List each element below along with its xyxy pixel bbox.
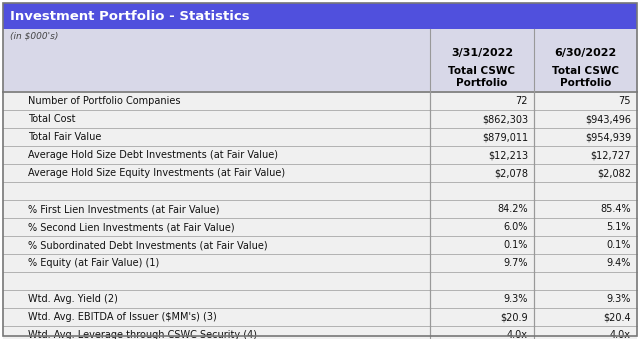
Text: $2,078: $2,078: [494, 168, 528, 178]
Text: Investment Portfolio - Statistics: Investment Portfolio - Statistics: [10, 9, 250, 22]
Text: Number of Portfolio Companies: Number of Portfolio Companies: [28, 96, 180, 106]
Text: $12,727: $12,727: [591, 150, 631, 160]
Text: 9.3%: 9.3%: [504, 294, 528, 304]
Bar: [3, 92, 637, 339]
Text: 75: 75: [618, 96, 631, 106]
Text: $20.4: $20.4: [604, 312, 631, 322]
Bar: [3, 44, 637, 62]
Text: $12,213: $12,213: [488, 150, 528, 160]
Text: Wtd. Avg. Leverage through CSWC Security (4): Wtd. Avg. Leverage through CSWC Security…: [28, 330, 257, 339]
Text: 72: 72: [515, 96, 528, 106]
Text: Wtd. Avg. Yield (2): Wtd. Avg. Yield (2): [28, 294, 118, 304]
Text: $954,939: $954,939: [585, 132, 631, 142]
Text: Average Hold Size Equity Investments (at Fair Value): Average Hold Size Equity Investments (at…: [28, 168, 285, 178]
Text: 5.1%: 5.1%: [607, 222, 631, 232]
Bar: [3, 3, 637, 29]
Text: $943,496: $943,496: [585, 114, 631, 124]
Text: 85.4%: 85.4%: [600, 204, 631, 214]
Text: 84.2%: 84.2%: [497, 204, 528, 214]
Text: 9.3%: 9.3%: [607, 294, 631, 304]
Text: % Equity (at Fair Value) (1): % Equity (at Fair Value) (1): [28, 258, 159, 268]
Bar: [3, 62, 637, 92]
Text: $862,303: $862,303: [482, 114, 528, 124]
Text: $879,011: $879,011: [482, 132, 528, 142]
Text: Average Hold Size Debt Investments (at Fair Value): Average Hold Size Debt Investments (at F…: [28, 150, 278, 160]
Text: 0.1%: 0.1%: [607, 240, 631, 250]
Text: Total CSWC
Portfolio: Total CSWC Portfolio: [449, 66, 515, 88]
Text: 3/31/2022: 3/31/2022: [451, 48, 513, 58]
Text: 9.4%: 9.4%: [607, 258, 631, 268]
Text: 4.0x: 4.0x: [610, 330, 631, 339]
Text: 6/30/2022: 6/30/2022: [554, 48, 616, 58]
Text: Total Cost: Total Cost: [28, 114, 76, 124]
Text: Wtd. Avg. EBITDA of Issuer ($MM's) (3): Wtd. Avg. EBITDA of Issuer ($MM's) (3): [28, 312, 217, 322]
Text: 0.1%: 0.1%: [504, 240, 528, 250]
Text: 6.0%: 6.0%: [504, 222, 528, 232]
Text: $20.9: $20.9: [500, 312, 528, 322]
Text: Total Fair Value: Total Fair Value: [28, 132, 101, 142]
Text: % Second Lien Investments (at Fair Value): % Second Lien Investments (at Fair Value…: [28, 222, 235, 232]
Text: 9.7%: 9.7%: [504, 258, 528, 268]
Text: % First Lien Investments (at Fair Value): % First Lien Investments (at Fair Value): [28, 204, 220, 214]
Bar: [3, 29, 637, 44]
Text: Total CSWC
Portfolio: Total CSWC Portfolio: [552, 66, 619, 88]
Text: (in $000's): (in $000's): [10, 32, 58, 41]
Text: $2,082: $2,082: [597, 168, 631, 178]
Text: % Subordinated Debt Investments (at Fair Value): % Subordinated Debt Investments (at Fair…: [28, 240, 268, 250]
Text: 4.0x: 4.0x: [507, 330, 528, 339]
